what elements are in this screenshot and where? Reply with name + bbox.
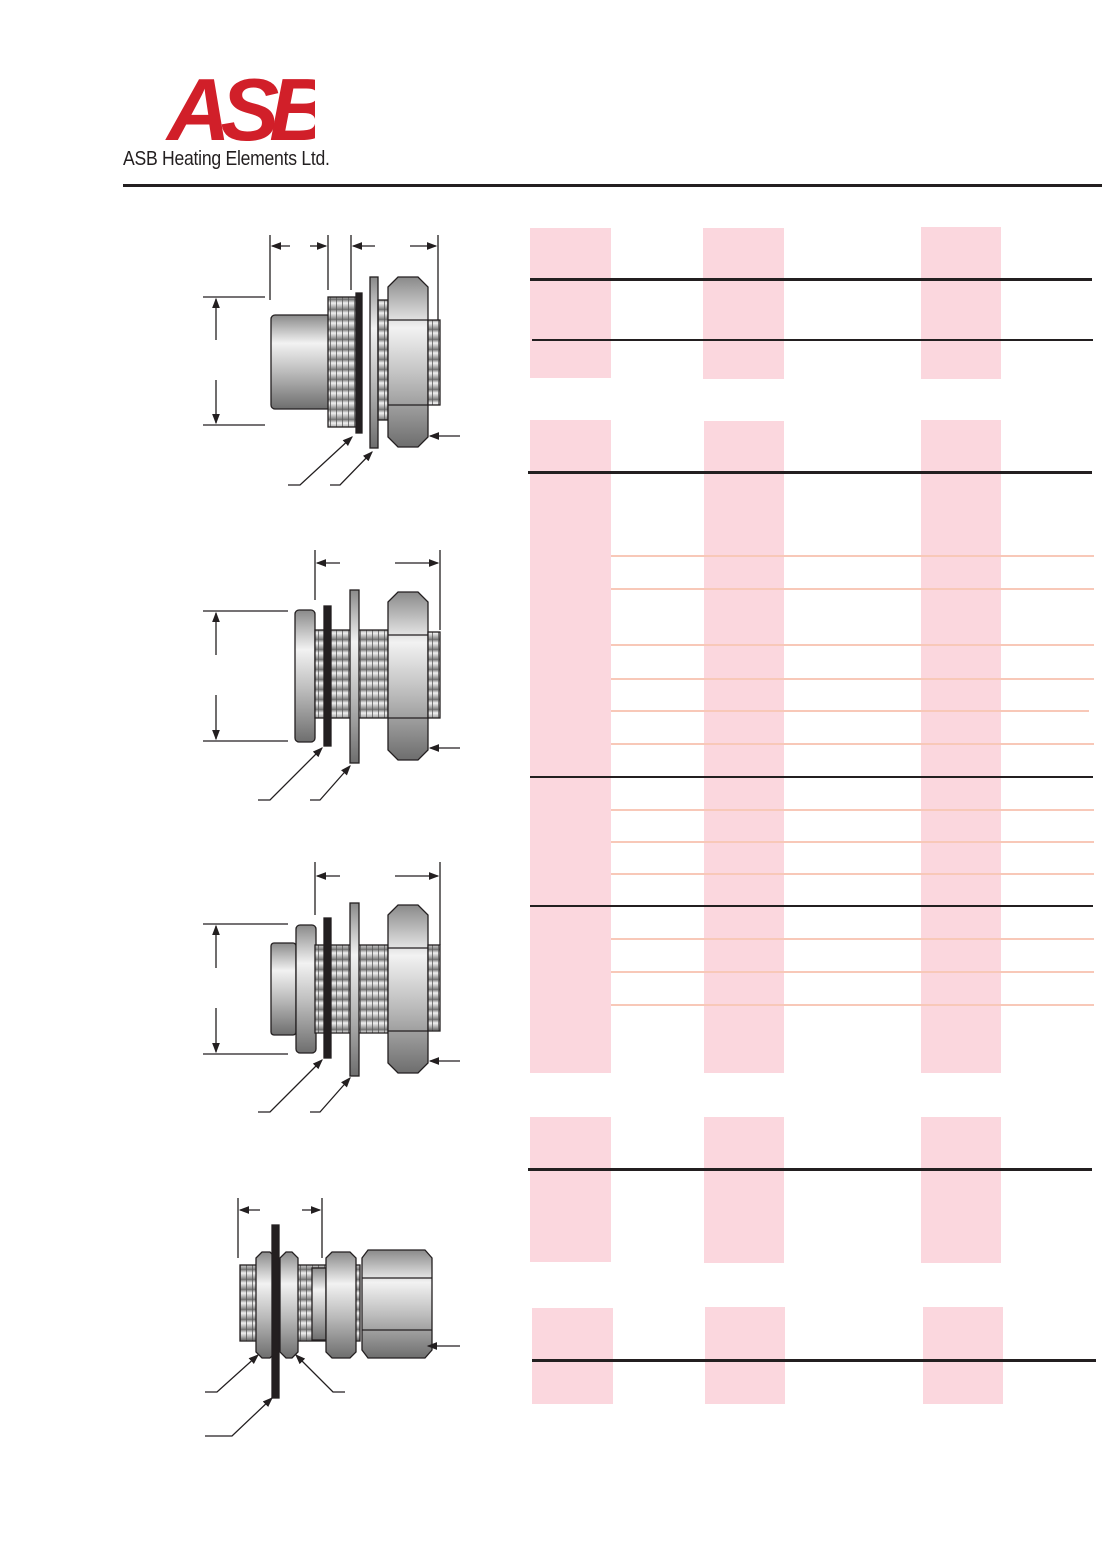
table-column-band <box>705 1307 785 1404</box>
table-column-band <box>704 1117 784 1263</box>
bulkhead-fitting-threaded-boss-icon <box>203 862 460 1113</box>
table-rule <box>532 339 1093 341</box>
table-column-band <box>532 1308 613 1404</box>
table-rule <box>532 1359 1096 1362</box>
table-column-band <box>530 228 611 378</box>
table-column-band <box>704 421 784 1073</box>
table-column-band <box>921 227 1001 379</box>
table-column-band <box>530 1117 611 1262</box>
row-divider <box>611 873 1094 875</box>
bulkhead-fitting-flanged-icon <box>203 235 460 486</box>
row-divider <box>611 938 1094 940</box>
header-rule <box>123 184 1102 187</box>
bulkhead-fitting-threaded-flange-icon <box>203 550 460 801</box>
technical-drawings <box>203 235 460 1437</box>
row-divider <box>611 1004 1094 1006</box>
row-divider <box>611 588 1094 590</box>
table-rule <box>530 776 1093 778</box>
table-column-band <box>921 420 1001 1073</box>
row-divider <box>611 644 1094 646</box>
row-divider <box>611 743 1094 745</box>
table-column-band <box>923 1307 1003 1404</box>
row-divider <box>611 555 1094 557</box>
company-name: ASB Heating Elements Ltd. <box>123 148 330 170</box>
row-divider <box>611 678 1094 680</box>
compression-fitting-through-wall-icon <box>205 1198 460 1437</box>
table-column-band <box>703 228 784 379</box>
table-rule <box>528 1168 1092 1171</box>
table-rule <box>530 278 1092 281</box>
table-column-band <box>530 420 611 1073</box>
table-rule <box>528 471 1092 474</box>
svg-text:ASB: ASB <box>165 68 315 144</box>
asb-logo: ASB <box>165 68 315 144</box>
row-divider <box>611 809 1094 811</box>
row-divider <box>611 971 1094 973</box>
row-divider <box>611 841 1094 843</box>
table-rule <box>530 905 1093 907</box>
row-divider <box>611 710 1089 712</box>
table-column-band <box>921 1117 1001 1263</box>
